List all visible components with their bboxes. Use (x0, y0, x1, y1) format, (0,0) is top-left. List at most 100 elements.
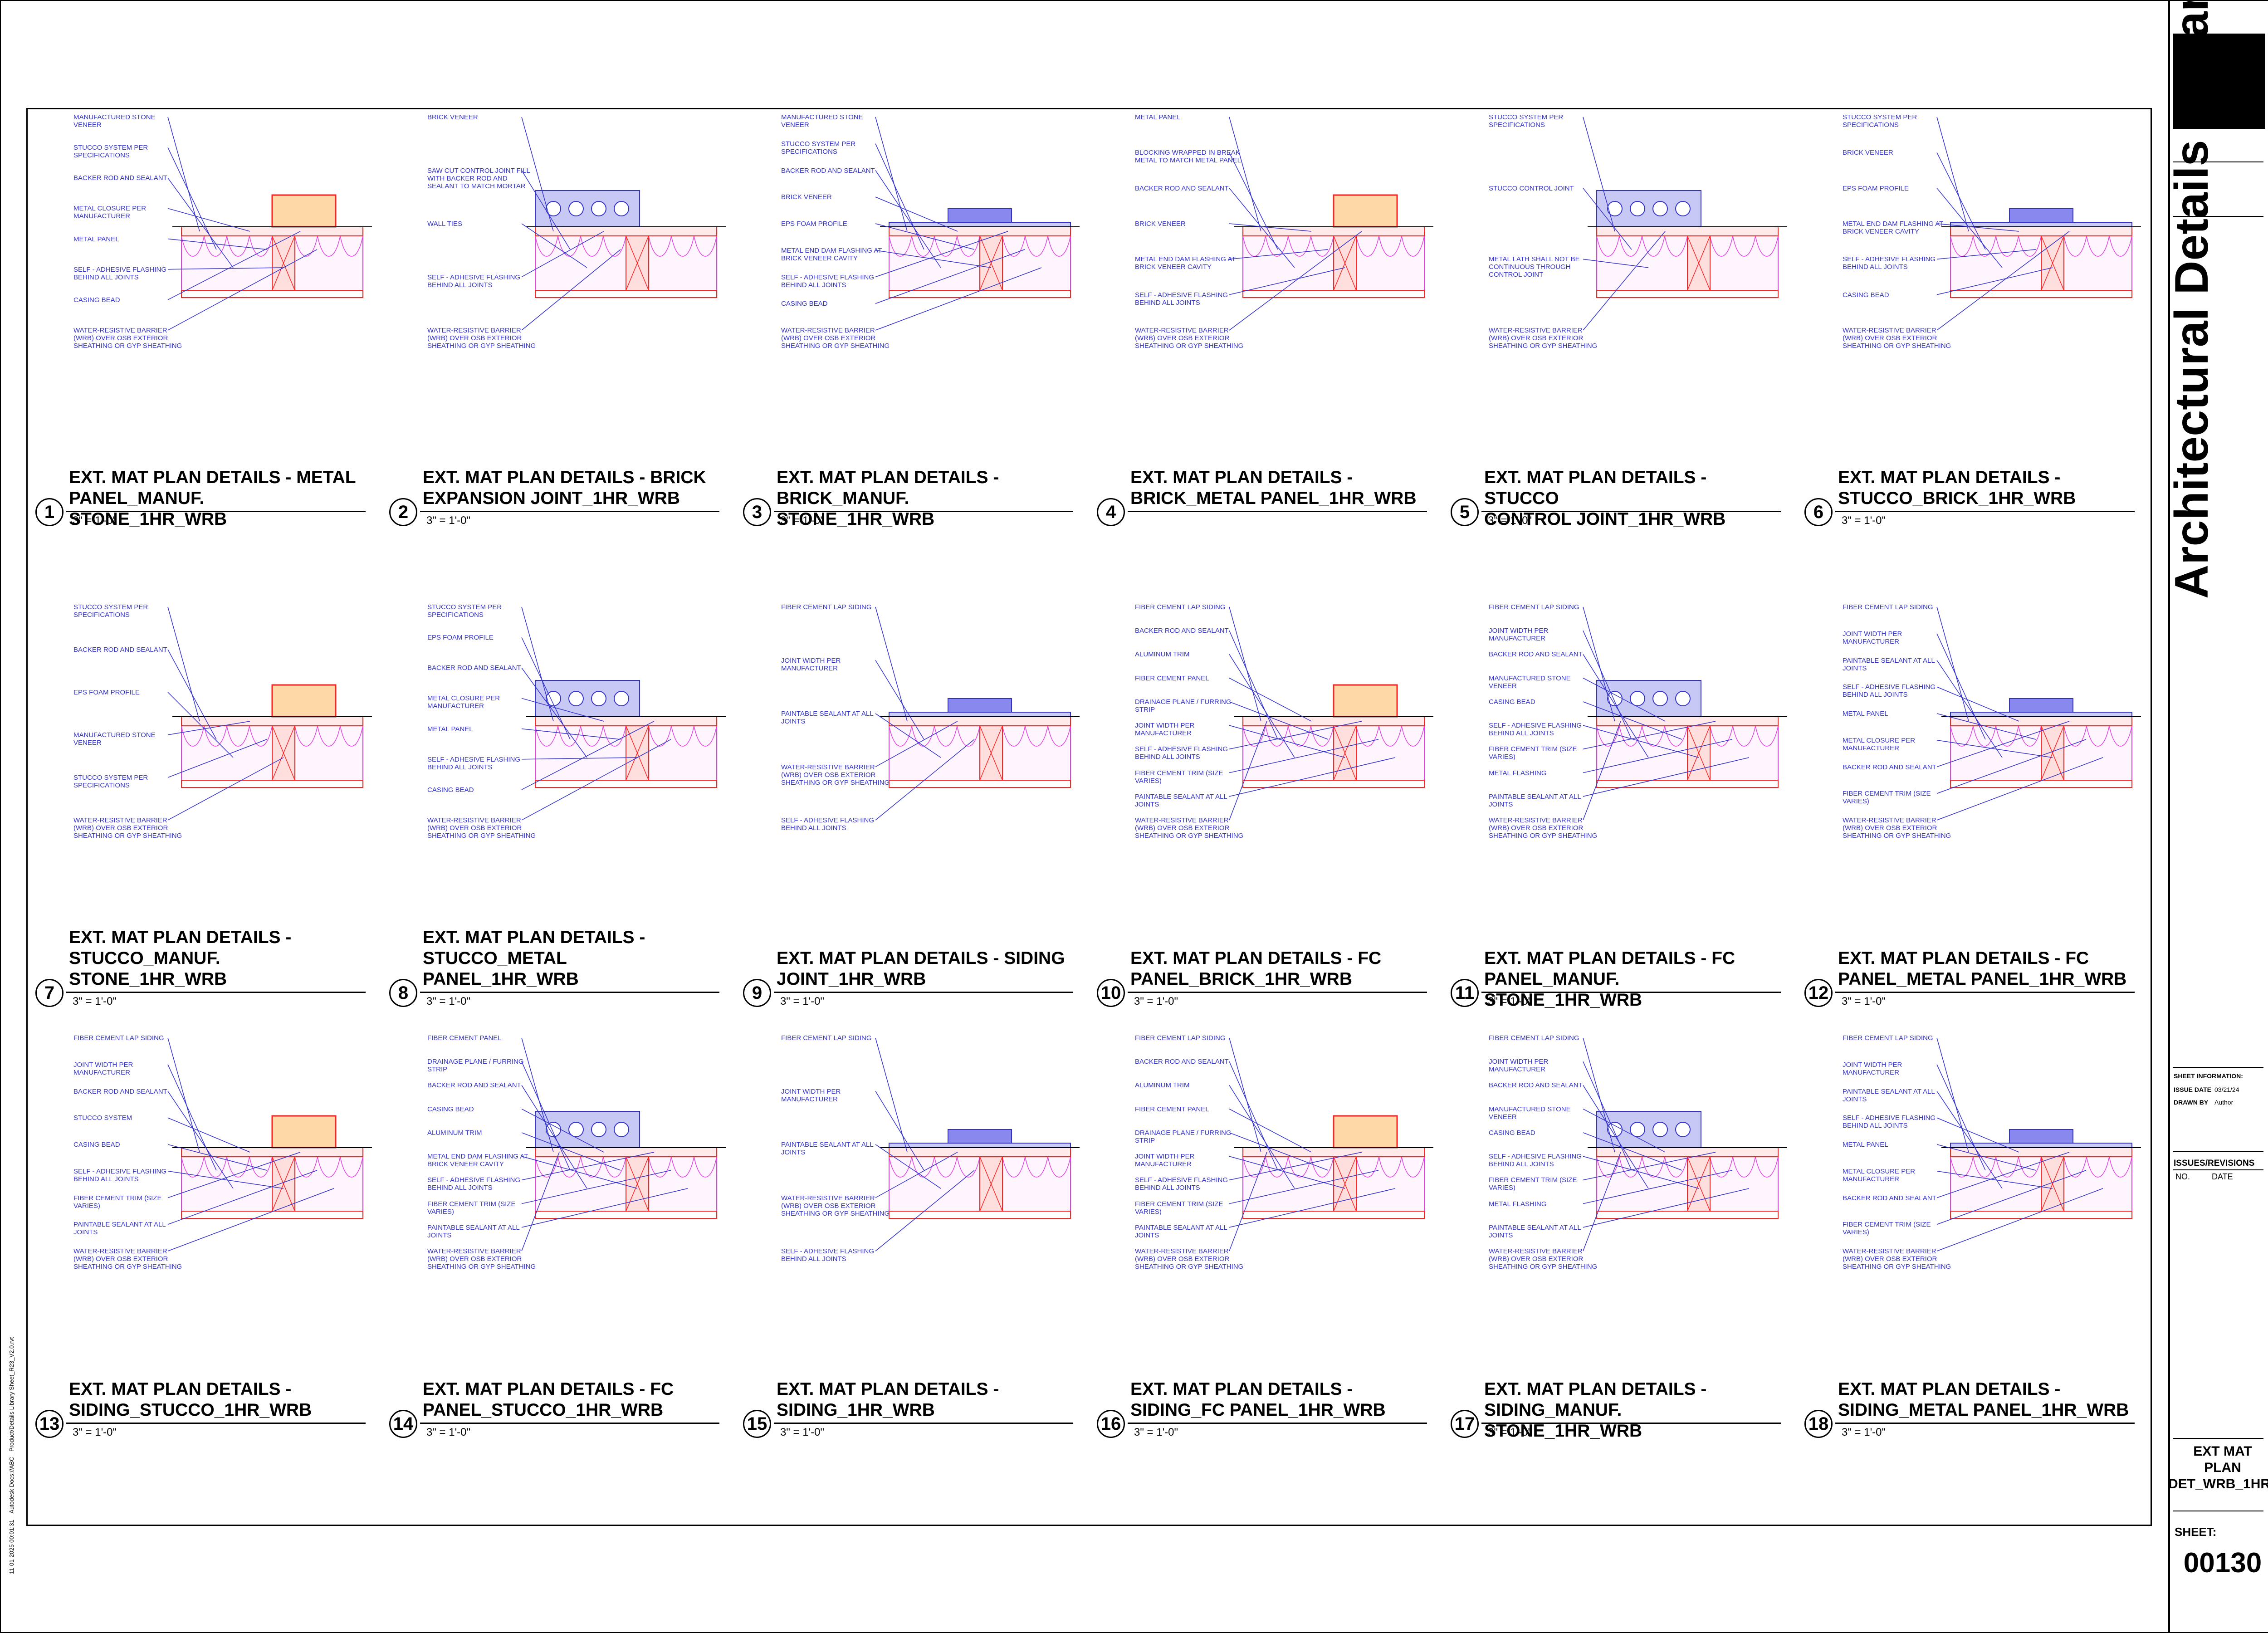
callout-label: JOINT WIDTH PER MANUFACTURER (781, 1087, 841, 1103)
issues-revisions-label: ISSUES/REVISIONS (2174, 1159, 2255, 1168)
detail-title-line: SIDING_1HR_WRB (777, 1400, 935, 1420)
detail-title-block: 5 EXT. MAT PLAN DETAILS - STUCCO CONTROL J… (1447, 454, 1783, 535)
callout-label: FIBER CEMENT LAP SIDING (781, 1034, 872, 1042)
insulation-batt (603, 235, 626, 257)
detail-scale: 3" = 1'-0" (780, 1426, 825, 1438)
detail-scale: 3" = 1'-0" (1134, 995, 1178, 1007)
stud-cross (1687, 235, 1711, 291)
leader-line (167, 721, 250, 735)
callout-label: FIBER CEMENT LAP SIDING (1489, 603, 1579, 611)
leader-line (1229, 152, 1278, 250)
leader-line (1936, 633, 1986, 740)
leader-line (1229, 606, 1261, 722)
leader-line (875, 250, 992, 268)
detail-title-block: 7 EXT. MAT PLAN DETAILS - STUCCO_MANUF. STO… (32, 928, 367, 1016)
detail-title: EXT. MAT PLAN DETAILS - FC PANEL_STUCCO_1… (423, 1379, 718, 1421)
title-block-rule (2173, 161, 2263, 162)
detail-number: 8 (389, 979, 417, 1007)
title-block-rule (2173, 1438, 2263, 1439)
insulation-batt (1356, 235, 1379, 257)
insulation-batt (648, 235, 672, 257)
detail-title-line: PANEL_BRICK_1HR_WRB (1130, 969, 1353, 989)
leader-line (1229, 1170, 1379, 1204)
leader-line (521, 1061, 571, 1171)
insulation-batt (911, 1156, 935, 1178)
leader-line (1936, 757, 2103, 821)
callout-label: EPS FOAM PROFILE (781, 220, 847, 228)
callout-label: METAL PANEL (73, 235, 119, 243)
section-drawing (521, 1037, 726, 1252)
detail-scale: 3" = 1'-0" (1134, 1426, 1178, 1438)
leader-line (521, 667, 587, 758)
leader-line (167, 1188, 334, 1252)
leader-line (1936, 1188, 2103, 1252)
leader-line (1583, 1109, 1666, 1153)
detail-title-line: EXT. MAT PLAN DETAILS - (423, 928, 645, 947)
insulation-batt (2063, 725, 2087, 747)
detail-7: STUCCO SYSTEM PER SPECIFICATIONS BACKER R… (32, 590, 372, 1016)
leader-line (1936, 152, 1986, 250)
callout-label: ALUMINUM TRIM (1135, 1081, 1190, 1090)
brick-core (546, 201, 561, 216)
callout-label: BACKER ROD AND SEALANT (1489, 650, 1583, 659)
leader-line (521, 1132, 621, 1171)
detail-number: 11 (1451, 979, 1479, 1007)
leader-line (521, 721, 655, 790)
leader-line (1229, 721, 1267, 821)
insulation-batt (603, 725, 626, 747)
gypsum-board (1596, 780, 1779, 788)
detail-title-underline (420, 1423, 719, 1424)
title-block-edge (2168, 0, 2170, 1633)
callout-label: DRAINAGE PLANE / FURRING STRIP (427, 1058, 524, 1074)
leader-line (167, 1170, 318, 1225)
insulation-batt (911, 235, 935, 257)
callout-label: JOINT WIDTH PER MANUFACTURER (1135, 1153, 1195, 1169)
leader-line (1583, 721, 1621, 821)
callout-label: STUCCO SYSTEM PER SPECIFICATIONS (73, 603, 148, 619)
insulation-batt (2086, 1156, 2110, 1178)
callout-label: BACKER ROD AND SEALANT (73, 174, 167, 182)
callout-label: SELF - ADHESIVE FLASHING BEHIND ALL JOIN… (781, 1247, 875, 1263)
callout-label: FIBER CEMENT TRIM (SIZE VARIES) (1489, 745, 1577, 761)
leader-line (167, 208, 250, 232)
insulation-batt (204, 235, 227, 257)
leader-line (1229, 1156, 1345, 1189)
detail-10: FIBER CEMENT LAP SIDING BACKER ROD AND SE… (1093, 590, 1433, 1016)
callout-label: FIBER CEMENT LAP SIDING (1135, 1034, 1226, 1042)
insulation-batt (580, 1156, 604, 1178)
leader-line (167, 1144, 267, 1171)
detail-title-block: 12 EXT. MAT PLAN DETAILS - FC PANEL_METAL … (1801, 934, 2136, 1016)
callout-label: PAINTABLE SEALANT AT ALL JOINTS (781, 710, 874, 725)
file-path: Autodesk Docs://ABC - Product/Details Li… (8, 1337, 15, 1514)
leader-line (875, 1091, 924, 1171)
callout-label: METAL END DAM FLASHING AT BRICK VENEER C… (427, 1153, 528, 1169)
detail-title-block: 10 EXT. MAT PLAN DETAILS - FC PANEL_BRICK_… (1093, 934, 1429, 1016)
detail-number: 14 (389, 1410, 417, 1438)
detail-title: EXT. MAT PLAN DETAILS - FC PANEL_BRICK_1H… (1130, 948, 1425, 990)
leader-line (1229, 267, 1345, 295)
insulation-batt (1025, 1156, 1048, 1178)
drawn-by-value: Author (2214, 1099, 2234, 1106)
detail-title: EXT. MAT PLAN DETAILS - SIDING_METAL PANE… (1838, 1379, 2133, 1421)
sheathing (535, 226, 717, 236)
insulation-batt (294, 235, 318, 257)
callout-label: METAL PANEL (1135, 113, 1181, 121)
detail-title-line: PANEL_MANUF. STONE_1HR_WRB (69, 489, 227, 529)
detail-5: STUCCO SYSTEM PER SPECIFICATIONS STUCCO C… (1447, 109, 1787, 535)
callout-label: WATER-RESISTIVE BARRIER (WRB) OVER OSB E… (1135, 327, 1244, 350)
detail-8: STUCCO SYSTEM PER SPECIFICATIONS EPS FOAM… (386, 590, 726, 1016)
stud-cross (626, 725, 649, 781)
leader-line (521, 1156, 638, 1189)
leader-line (1936, 1064, 1986, 1171)
insulation-batt (580, 235, 604, 257)
leader-line (1229, 231, 1362, 331)
leader-line (521, 757, 638, 760)
callout-label: BACKER ROD AND SEALANT (427, 664, 521, 672)
leader-line (521, 170, 571, 250)
leader-line (875, 660, 924, 740)
insulation-batt (694, 725, 717, 747)
callout-label: EPS FOAM PROFILE (73, 689, 140, 696)
leader-line (521, 606, 554, 722)
gypsum-board (181, 290, 363, 298)
